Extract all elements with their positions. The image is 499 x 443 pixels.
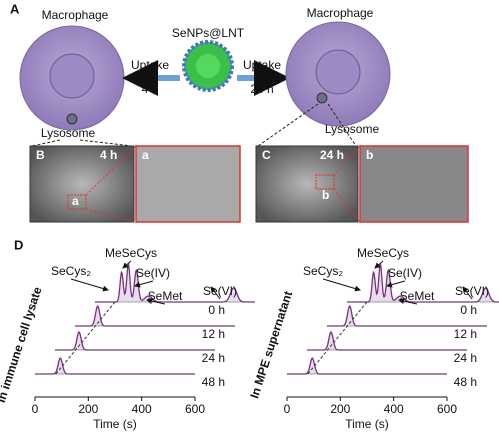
peak-label: SeCys₂ (303, 264, 343, 278)
time-label: 24 h (202, 351, 225, 365)
arrow-time: 24 h (250, 82, 273, 96)
guide (306, 301, 368, 376)
peak-label: Se(IV) (388, 266, 422, 280)
x-axis-label: Time (s) (93, 417, 137, 431)
x-tick-label: 600 (437, 402, 457, 416)
peak-arrow (374, 260, 384, 269)
micrographs (29, 145, 469, 223)
guide (54, 301, 116, 376)
nanoparticle-label: SeNPs@LNT (172, 26, 245, 40)
peak-arrow (70, 278, 109, 292)
x-tick-label: 200 (330, 402, 350, 416)
peak-label: Se(VI) (203, 284, 237, 298)
peak-arrow (386, 280, 406, 288)
time-label: 12 h (202, 327, 225, 341)
peak-label: Se(IV) (136, 266, 170, 280)
peak-arrow (322, 278, 361, 292)
peak-label: SeMet (400, 289, 435, 303)
x-tick-label: 0 (284, 402, 291, 416)
time-label: 12 h (454, 327, 477, 341)
time-label: 4 h (100, 148, 117, 162)
time-label: 0 h (460, 303, 477, 317)
x-tick-label: 400 (384, 402, 404, 416)
arrow-label: Uptake (243, 58, 281, 72)
cell-right (285, 21, 391, 127)
peak-label: MeSeCys (357, 246, 409, 260)
peak-arrow (462, 286, 473, 300)
peak-label: MeSeCys (105, 246, 157, 260)
peak-arrow (210, 286, 221, 300)
panel-label: B (36, 148, 45, 162)
arrow-label: Uptake (131, 58, 169, 72)
panel-label: A (10, 1, 20, 16)
organelle-label: Lysosome (325, 122, 380, 136)
x-axis-label: Time (s) (345, 417, 389, 431)
peak-arrow (398, 298, 418, 305)
time-label: 48 h (202, 375, 225, 389)
trace-fill (95, 264, 255, 302)
peak-label: Se(VI) (455, 284, 489, 298)
time-label: 0 h (208, 303, 225, 317)
y-label: In immune cell lysate (0, 285, 45, 404)
zoom-lines (31, 103, 357, 147)
time-label: 48 h (454, 375, 477, 389)
inset-label: a (142, 148, 149, 162)
cell-title: Macrophage (42, 8, 109, 22)
arrow-time: 4 h (142, 82, 159, 96)
region-label: b (322, 188, 329, 202)
peak-label: SeCys₂ (51, 264, 91, 278)
x-tick-label: 400 (132, 402, 152, 416)
cell-title: Macrophage (307, 6, 374, 20)
organelle-label: Lysosome (41, 126, 96, 140)
peak-arrow (122, 260, 132, 269)
nanoparticle (182, 40, 234, 92)
region-label: a (72, 194, 79, 208)
trace-fill (55, 332, 215, 350)
x-tick-label: 200 (78, 402, 98, 416)
y-label: In MPE supernatant (247, 289, 295, 400)
panel-label: C (262, 148, 271, 162)
cell-left (19, 25, 125, 131)
peak-label: SeMet (148, 289, 183, 303)
peak-arrow (146, 298, 166, 305)
panel-label: D (14, 237, 23, 252)
trace-fill (347, 264, 499, 302)
x-tick-label: 600 (185, 402, 205, 416)
time-label: 24 h (320, 148, 344, 162)
peak-arrow (134, 280, 154, 288)
inset-label: b (366, 148, 373, 162)
trace-fill (307, 332, 467, 350)
time-label: 24 h (454, 351, 477, 365)
x-tick-label: 0 (32, 402, 39, 416)
